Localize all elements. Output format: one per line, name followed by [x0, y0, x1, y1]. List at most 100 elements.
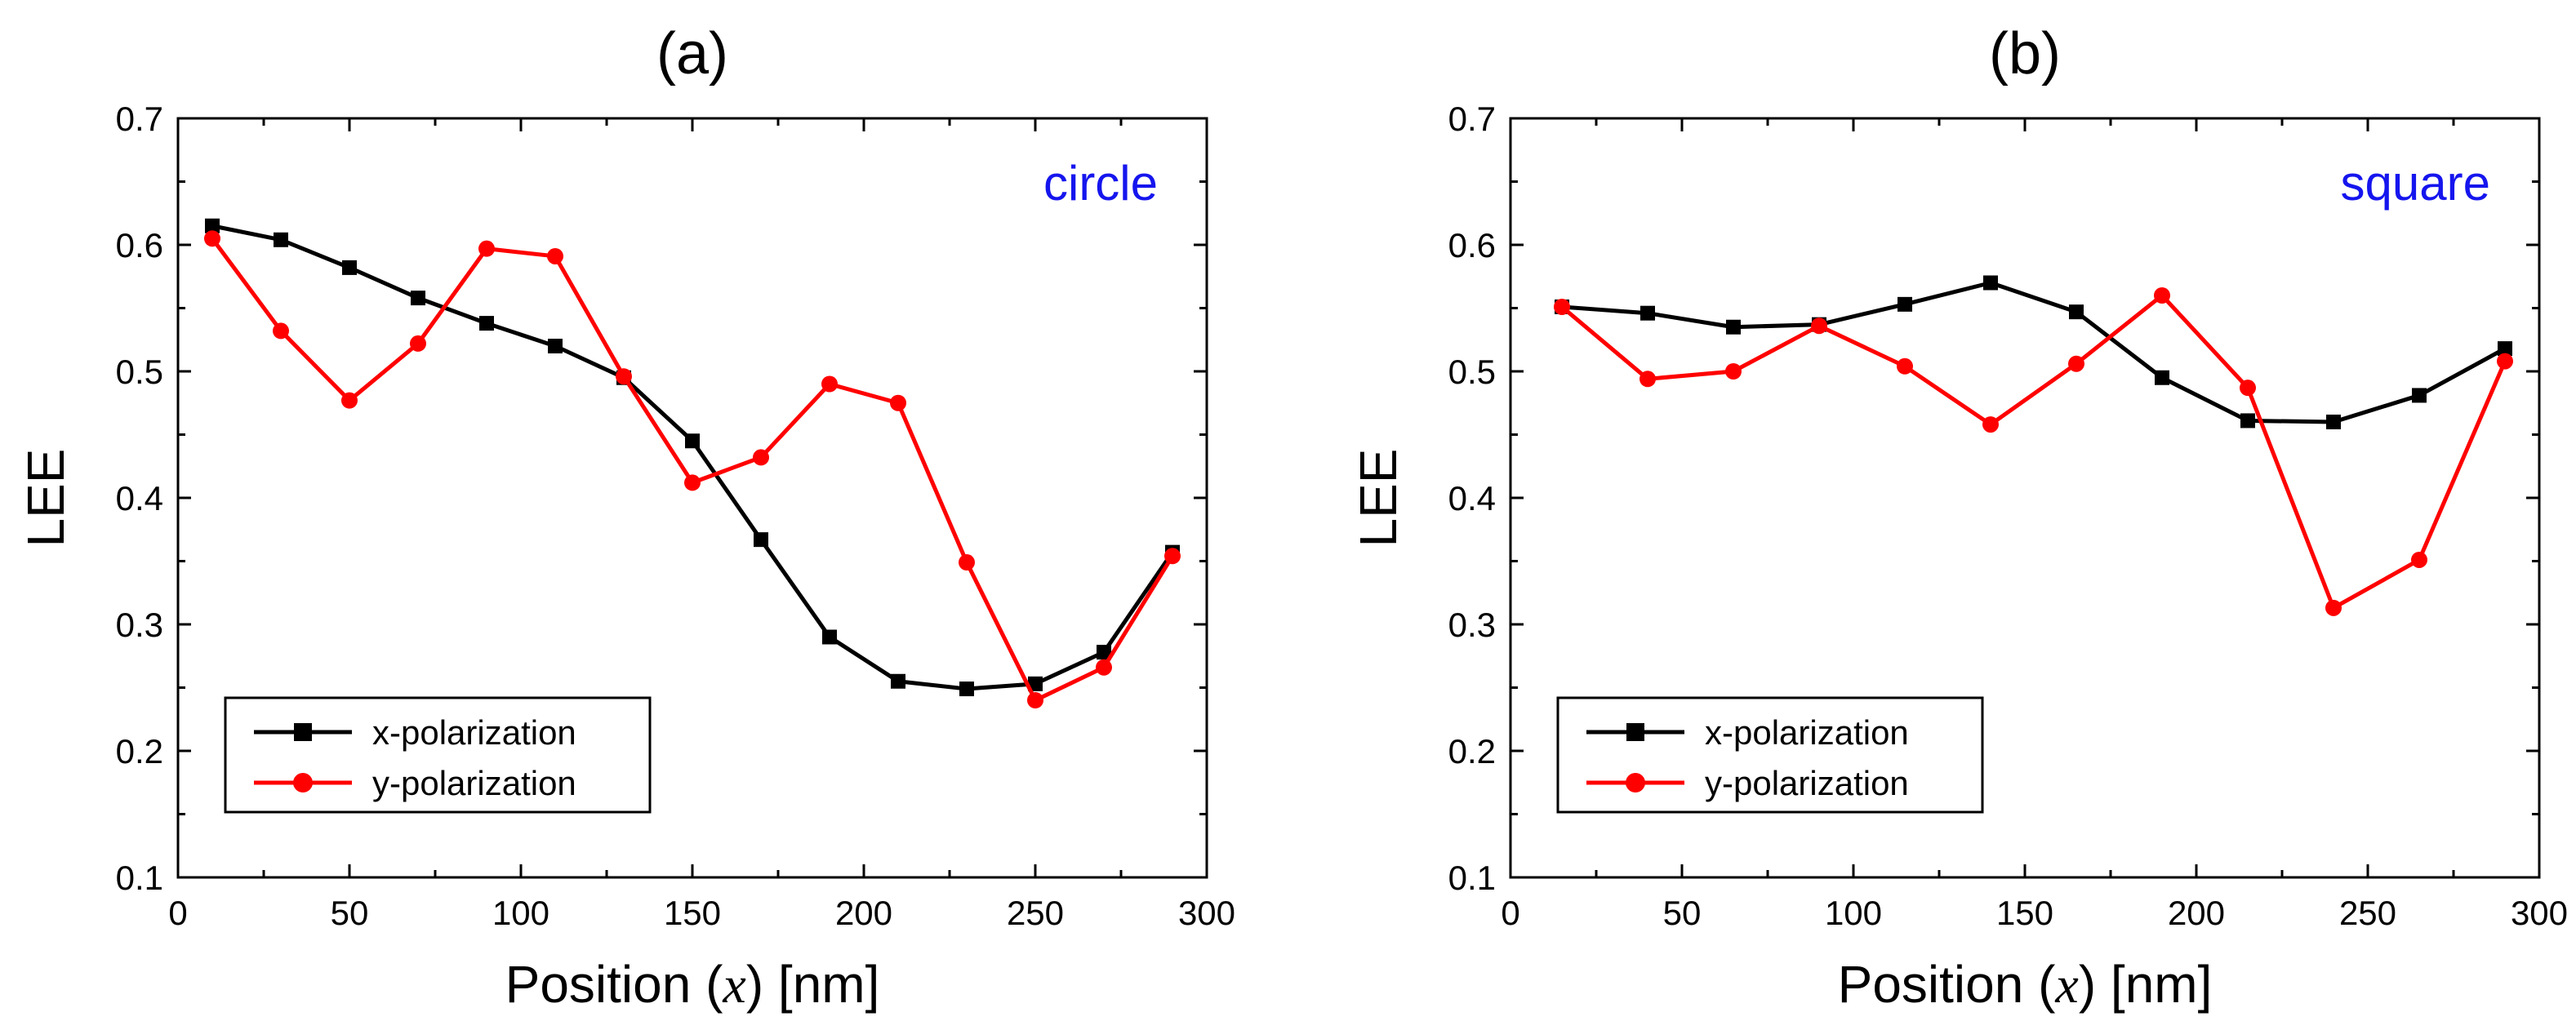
legend-marker — [294, 723, 312, 741]
legend-label: y-polarization — [1705, 764, 1909, 802]
data-point — [204, 230, 220, 247]
data-point — [754, 532, 768, 548]
data-point — [1554, 298, 1570, 315]
data-point — [2155, 370, 2169, 385]
data-point — [1811, 317, 1827, 335]
y-tick-label: 0.6 — [1448, 226, 1496, 264]
data-point — [822, 629, 837, 645]
data-point — [1640, 305, 1655, 321]
y-tick-label: 0.3 — [1448, 606, 1496, 644]
panel-title: (a) — [656, 21, 728, 87]
y-tick-label: 0.4 — [116, 479, 163, 517]
x-tick-label: 50 — [331, 894, 369, 932]
series-y-polarization — [1554, 287, 2513, 616]
data-point — [959, 554, 975, 571]
chart-panel-a: (a) 0 50 100 150 200 250 300 0.1 0.2 0.3 0.4 0.5 0.6 0… — [16, 21, 1235, 1014]
legend: x-polarization y-polarization — [224, 696, 652, 814]
data-point — [479, 316, 494, 331]
y-tick-label: 0.5 — [1448, 353, 1496, 391]
series-y-polarization — [204, 230, 1181, 708]
data-point — [410, 335, 426, 352]
series-line — [1560, 293, 2507, 610]
data-point — [1726, 319, 1741, 335]
chart-panel-b: (b) 0 50 100 150 200 250 300 0.1 0.2 0.3 0.4 0.5 0.6 0… — [1349, 21, 2568, 1014]
y-axis-title: LEE — [1349, 449, 1408, 548]
y-tick-label: 0.2 — [116, 732, 163, 770]
data-point — [891, 673, 905, 689]
data-point — [2240, 380, 2256, 397]
y-tick-label: 0.5 — [116, 353, 163, 391]
data-point — [753, 449, 769, 466]
x-tick-label: 0 — [168, 894, 187, 932]
data-point — [205, 218, 220, 233]
legend-label: y-polarization — [372, 764, 576, 802]
data-point — [2068, 355, 2084, 372]
data-point — [547, 247, 563, 264]
data-point — [2497, 353, 2513, 370]
data-point — [1027, 692, 1043, 708]
x-tick-label: 150 — [664, 894, 721, 932]
data-point — [685, 433, 700, 449]
data-point — [2325, 599, 2342, 616]
x-tick-label: 100 — [1825, 894, 1882, 932]
data-point — [411, 291, 425, 306]
data-point — [1028, 676, 1043, 691]
y-tick-label: 0.7 — [1448, 100, 1496, 138]
x-tick-label: 300 — [1178, 894, 1235, 932]
data-point — [342, 260, 357, 275]
y-tick-label: 0.1 — [1448, 859, 1496, 897]
x-axis-title: Position (x) [nm] — [505, 955, 880, 1014]
data-point — [2412, 388, 2427, 403]
data-point — [1897, 357, 1913, 375]
data-point — [2069, 304, 2084, 320]
panel-title: (b) — [1989, 21, 2061, 87]
data-point — [616, 368, 632, 385]
legend-marker — [1626, 723, 1644, 741]
x-tick-label: 250 — [2339, 894, 2396, 932]
legend-marker — [1626, 773, 1645, 792]
series-x-polarization — [205, 218, 1180, 697]
data-point — [2411, 551, 2427, 568]
data-point — [274, 232, 288, 247]
y-tick-label: 0.6 — [116, 226, 163, 264]
data-point — [2240, 413, 2255, 428]
legend-box — [1556, 696, 1984, 814]
data-point — [1725, 363, 1742, 380]
data-point — [1097, 645, 1111, 660]
data-point — [890, 394, 906, 411]
data-point — [478, 240, 495, 257]
legend-marker — [293, 773, 313, 792]
x-tick-label: 200 — [2168, 894, 2225, 932]
data-point — [2326, 415, 2341, 429]
y-tick-label: 0.3 — [116, 606, 163, 644]
shape-annotation: square — [2341, 156, 2490, 211]
data-point — [959, 681, 974, 697]
series-line — [1561, 281, 2507, 424]
data-point — [548, 339, 563, 353]
x-tick-label: 150 — [1996, 894, 2053, 932]
data-point — [1639, 371, 1656, 388]
x-tick-label: 250 — [1007, 894, 1064, 932]
data-point — [821, 375, 838, 393]
data-point — [341, 392, 358, 409]
x-tick-label: 0 — [1501, 894, 1519, 932]
data-point — [2498, 341, 2512, 357]
legend-label: x-polarization — [372, 713, 576, 752]
legend: x-polarization y-polarization — [1556, 696, 1984, 814]
data-point — [273, 322, 289, 340]
legend-box — [224, 696, 652, 814]
x-axis-title: Position (x) [nm] — [1838, 955, 2213, 1014]
data-point — [1164, 548, 1181, 565]
x-tick-label: 100 — [492, 894, 549, 932]
data-point — [1096, 659, 1112, 676]
legend-label: x-polarization — [1705, 713, 1909, 752]
y-tick-label: 0.2 — [1448, 732, 1496, 770]
series-line — [211, 224, 1175, 691]
y-tick-label: 0.1 — [116, 859, 163, 897]
data-point — [1983, 275, 1998, 291]
data-point — [1982, 416, 1999, 433]
series-x-polarization — [1555, 275, 2512, 429]
series-line — [210, 237, 1175, 703]
x-tick-label: 50 — [1663, 894, 1702, 932]
